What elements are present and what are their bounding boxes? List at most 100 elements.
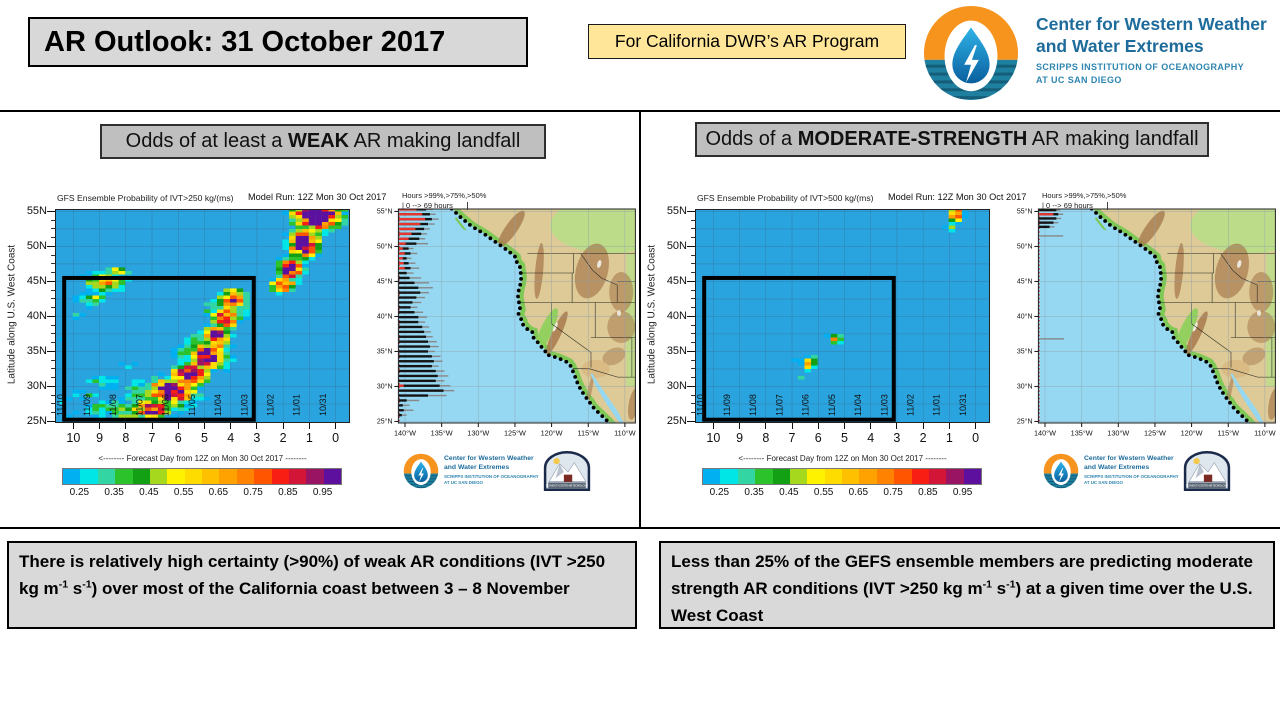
map-x-tick-label: 110°W [1254,429,1276,438]
heatmap-y-minor-tick [691,394,695,396]
heatmap-x-tick [765,423,767,429]
colorbar-segment [807,469,825,484]
heatmap-x-tick [712,423,714,429]
heatmap-y-minor-tick [51,333,55,335]
colorbar-segment [323,469,341,484]
program-badge: For California DWR’s AR Program [588,24,906,59]
map-x-tick-label: 130°W [467,429,489,438]
colorbar-tick-label: 0.55 [173,487,194,498]
map-x-tick-label: 120°W [541,429,563,438]
figure-weak: GFS Ensemble Probability of IVT>250 kg/(… [0,112,640,528]
heatmap-x-tick-label: 3 [893,431,901,445]
heatmap-x-tick [948,423,950,429]
heatmap-y-tick-label: 40N [666,310,687,323]
heatmap-x-tick [870,423,872,429]
heatmap-y-minor-tick [51,263,55,265]
heatmap-y-tick-label: 50N [26,240,47,253]
colorbar-segment [928,469,947,484]
heatmap-y-tick [687,210,695,212]
heatmap-y-minor-tick [691,298,695,300]
heatmap-y-tick [47,245,55,247]
map-hours-scale-tick [1107,202,1108,210]
cw3e-small-sub-line2: AT UC SAN DIEGO [444,480,483,485]
heatmap-x-tick-label: 8 [762,431,770,445]
heatmap-y-minor-tick [51,359,55,361]
heatmap-y-tick [687,280,695,282]
heatmap-y-minor-tick [51,228,55,230]
heatmap-y-tick [47,420,55,422]
heatmap-x-tick-label: 9 [96,431,104,445]
cw3e-small-sub-line2: AT UC SAN DIEGO [1084,480,1123,485]
map-y-tick-label: 25°N [377,418,393,426]
cw3e-small-name-line1: Center for Western Weather [444,455,534,462]
colorbar-tick-label: 0.85 [918,487,938,498]
caption-moderate: Less than 25% of the GEFS ensemble membe… [659,541,1275,629]
colorbar-tick-label: 0.45 [779,487,799,498]
heatmap-y-tick [47,280,55,282]
heatmap-x-tick [177,423,179,429]
org-sub-line2: AT UC SAN DIEGO [1036,75,1122,85]
heatmap-x-axis-label: <-------- Forecast Day from 12Z on Mon 3… [98,454,307,463]
heatmap-y-minor-tick [51,298,55,300]
colorbar-segment [720,469,738,484]
colorbar-segment [63,469,81,484]
heatmap-y-minor-tick [691,263,695,265]
heatmap-y-tick-label: 40N [26,310,47,323]
colorbar-tick-label: 0.35 [744,487,764,498]
colorbar-tick-label: 0.35 [104,487,124,498]
heatmap-model-run: Model Run: 12Z Mon 30 Oct 2017 [888,192,1027,202]
heatmap-y-minor-tick [691,333,695,335]
heatmap-y-tick [687,420,695,422]
plymouth-badge-label: PLYMOUTH STATE METEOROLOGY [546,485,589,488]
heading-weak: Odds of at least a WEAK AR making landfa… [100,124,546,159]
colorbar-segment [80,469,98,484]
colorbar-tick-label: 0.75 [243,487,263,498]
probability-heatmap-canvas [695,209,990,423]
heatmap-x-tick-label: 4 [867,431,875,445]
map-y-tick-label: 55°N [1017,208,1033,216]
heatmap-x-tick [335,423,337,429]
cw3e-small-name-line2: and Water Extremes [1084,464,1150,471]
heatmap-y-minor-tick [51,394,55,396]
heatmap-y-minor-tick [51,272,55,274]
heatmap-y-minor-tick [691,377,695,379]
colorbar-tick-label: 0.95 [952,487,973,498]
cw3e-small-sub-line1: SCRIPPS INSTITUTION OF OCEANOGRAPHY [444,474,539,479]
colorbar-segment [842,469,860,484]
heatmap-x-tick [125,423,127,429]
colorbar-segment [254,469,272,484]
heatmap-x-tick-label: 3 [253,431,261,445]
heatmap-y-tick [687,315,695,317]
map-x-tick-label: 120°W [1181,429,1203,438]
heatmap-x-tick [896,423,898,429]
colorbar-segment [737,469,756,484]
heatmap-y-tick-label: 25N [26,415,47,428]
map-x-tick-label: 140°W [394,429,416,438]
heatmap-y-minor-tick [691,237,695,239]
colorbar-segment [772,469,790,484]
heatmap-y-tick-label: 35N [666,345,687,358]
cw3e-small-sub-line1: SCRIPPS INSTITUTION OF OCEANOGRAPHY [1084,474,1179,479]
map-y-tick-label: 50°N [1017,243,1033,251]
heatmap-x-tick-label: 2 [279,431,287,445]
heatmap-x-tick-label: 1 [305,431,313,445]
colorbar-segment [963,469,981,484]
colorbar-tick-label: 0.55 [813,487,834,498]
coast-map: 140°W 135°W 130°W 125°W 120°W 115°W 110°W 55°N 5… [998,202,1280,448]
heatmap-title: GFS Ensemble Probability of IVT>500 kg/(… [697,193,874,203]
divider-middle [639,112,641,528]
heatmap-x-tick-label: 9 [736,431,744,445]
heatmap-y-minor-tick [51,254,55,256]
heatmap-y-tick [687,385,695,387]
colorbar-segment [288,469,307,484]
figure-moderate: GFS Ensemble Probability of IVT>500 kg/(… [640,112,1280,528]
map-hours-scale-tick [467,202,468,210]
heatmap-x-tick [739,423,741,429]
map-y-tick-label: 35°N [377,348,393,356]
cw3e-small-name-line2: and Water Extremes [444,464,510,471]
map-y-tick-label: 55°N [377,208,393,216]
coast-map: 140°W 135°W 130°W 125°W 120°W 115°W 110°W 55°N 5… [358,202,640,448]
colorbar-tick-label: 0.85 [278,487,298,498]
heatmap-x-tick [151,423,153,429]
plymouth-state-badge: PLYMOUTH STATE METEOROLOGY [1183,450,1231,492]
